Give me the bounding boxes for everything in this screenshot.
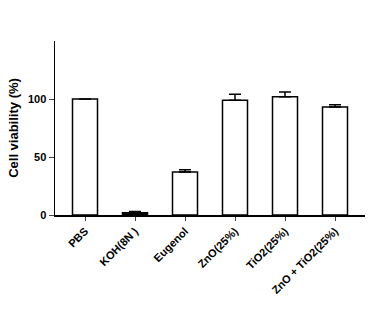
svg-text:TiO2(25%): TiO2(25%) [244,225,291,272]
svg-text:50: 50 [34,151,46,163]
svg-text:PBS: PBS [66,225,90,249]
svg-text:ZnO + TiO2(25%): ZnO + TiO2(25%) [270,225,341,296]
svg-text:100: 100 [28,93,46,105]
svg-text:KOH(8N ): KOH(8N ) [97,225,140,268]
svg-text:Eugenol: Eugenol [151,225,190,264]
svg-text:ZnO(25%): ZnO(25%) [196,225,241,270]
svg-text:0: 0 [40,209,46,221]
svg-text:Cell viability (%): Cell viability (%) [6,78,21,178]
